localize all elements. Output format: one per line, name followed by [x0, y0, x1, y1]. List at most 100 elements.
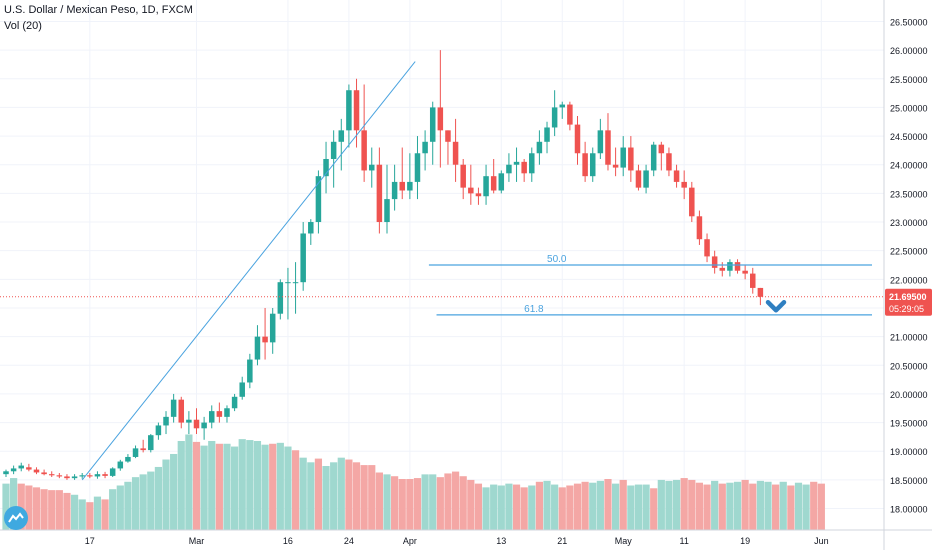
candle-body[interactable]	[414, 153, 421, 182]
candle-body[interactable]	[330, 141, 337, 159]
candle-body[interactable]	[612, 164, 619, 168]
candles[interactable]	[3, 50, 764, 480]
candle-body[interactable]	[26, 467, 32, 470]
candle-body[interactable]	[582, 153, 588, 177]
candle-body[interactable]	[559, 104, 566, 108]
candle-body[interactable]	[750, 273, 756, 288]
candle-body[interactable]	[658, 144, 665, 154]
candle-body[interactable]	[689, 187, 695, 217]
candle-body[interactable]	[231, 396, 238, 409]
candle-body[interactable]	[239, 382, 245, 397]
time-axis[interactable]: 17 Mar 16 24 Apr 13 21 May 11 19 Jun	[85, 536, 829, 546]
candle-body[interactable]	[102, 474, 108, 476]
candle-body[interactable]	[513, 161, 520, 165]
candle-body[interactable]	[117, 461, 124, 469]
candle-body[interactable]	[666, 153, 672, 171]
candle-body[interactable]	[704, 239, 710, 257]
candle-body[interactable]	[529, 153, 535, 174]
overlays[interactable]: 50.0 61.8	[0, 61, 884, 481]
candle-body[interactable]	[285, 282, 291, 284]
candle-body[interactable]	[277, 282, 284, 314]
candle-body[interactable]	[536, 141, 543, 154]
candle-body[interactable]	[353, 90, 360, 131]
candle-body[interactable]	[216, 411, 223, 417]
candle-body[interactable]	[468, 187, 474, 194]
candle-body[interactable]	[308, 222, 314, 234]
candle-body[interactable]	[361, 130, 367, 171]
candle-body[interactable]	[605, 130, 611, 165]
candle-body[interactable]	[422, 141, 428, 154]
candle-body[interactable]	[673, 170, 680, 182]
candle-body[interactable]	[338, 130, 345, 142]
candle-body[interactable]	[711, 256, 718, 268]
candle-body[interactable]	[79, 475, 85, 477]
candle-body[interactable]	[452, 141, 459, 165]
candle-body[interactable]	[163, 416, 169, 426]
candle-body[interactable]	[521, 161, 527, 174]
candle-body[interactable]	[109, 468, 116, 476]
candle-body[interactable]	[369, 164, 375, 171]
candle-body[interactable]	[3, 471, 9, 475]
candle-body[interactable]	[41, 472, 47, 475]
candle-body[interactable]	[292, 282, 299, 284]
candle-body[interactable]	[384, 199, 390, 223]
candle-body[interactable]	[140, 448, 146, 451]
candle-body[interactable]	[567, 104, 573, 125]
candle-body[interactable]	[33, 469, 40, 473]
candle-body[interactable]	[391, 181, 398, 200]
candle-body[interactable]	[696, 216, 703, 240]
candle-body[interactable]	[742, 270, 748, 274]
candle-body[interactable]	[247, 359, 253, 383]
candle-body[interactable]	[376, 164, 383, 223]
candle-body[interactable]	[620, 147, 626, 168]
candle-body[interactable]	[429, 107, 436, 142]
candle-body[interactable]	[269, 313, 276, 343]
candle-body[interactable]	[490, 176, 497, 191]
candle-body[interactable]	[10, 468, 17, 472]
candle-body[interactable]	[719, 267, 726, 271]
candle-body[interactable]	[643, 170, 649, 188]
candle-body[interactable]	[407, 181, 413, 191]
fib-trend-line[interactable]	[81, 61, 416, 481]
symbol-title[interactable]: U.S. Dollar / Mexican Peso, 1D, FXCM	[4, 4, 193, 16]
candle-body[interactable]	[94, 474, 101, 477]
candle-body[interactable]	[64, 476, 70, 479]
candle-body[interactable]	[498, 173, 505, 191]
candle-body[interactable]	[193, 419, 200, 429]
candle-body[interactable]	[71, 476, 78, 479]
price-badge[interactable]	[885, 288, 932, 316]
candle-body[interactable]	[734, 262, 741, 271]
candle-body[interactable]	[460, 164, 466, 188]
candle-body[interactable]	[170, 399, 177, 417]
candle-body[interactable]	[132, 448, 139, 457]
candle-body[interactable]	[48, 474, 55, 476]
candle-body[interactable]	[87, 475, 93, 477]
candle-body[interactable]	[551, 107, 558, 128]
candle-body[interactable]	[445, 130, 451, 142]
candle-body[interactable]	[300, 233, 306, 283]
candle-body[interactable]	[262, 336, 268, 343]
candle-body[interactable]	[208, 411, 215, 423]
candle-body[interactable]	[628, 147, 634, 171]
candle-body[interactable]	[346, 90, 352, 131]
candle-body[interactable]	[56, 475, 63, 477]
candle-body[interactable]	[178, 399, 185, 423]
candle-body[interactable]	[681, 181, 687, 188]
tradingview-logo-icon[interactable]	[4, 506, 28, 530]
candle-body[interactable]	[315, 176, 322, 223]
candle-body[interactable]	[544, 127, 550, 142]
candle-body[interactable]	[574, 124, 581, 154]
candle-body[interactable]	[757, 287, 764, 297]
candle-body[interactable]	[254, 336, 261, 360]
candle-body[interactable]	[224, 408, 230, 417]
candle-body[interactable]	[437, 107, 444, 131]
candle-body[interactable]	[186, 419, 192, 423]
candle-body[interactable]	[201, 422, 207, 429]
candle-body[interactable]	[18, 465, 24, 469]
candle-body[interactable]	[148, 435, 154, 451]
candle-body[interactable]	[589, 153, 596, 177]
candle-body[interactable]	[727, 262, 733, 271]
candle-body[interactable]	[506, 164, 512, 174]
